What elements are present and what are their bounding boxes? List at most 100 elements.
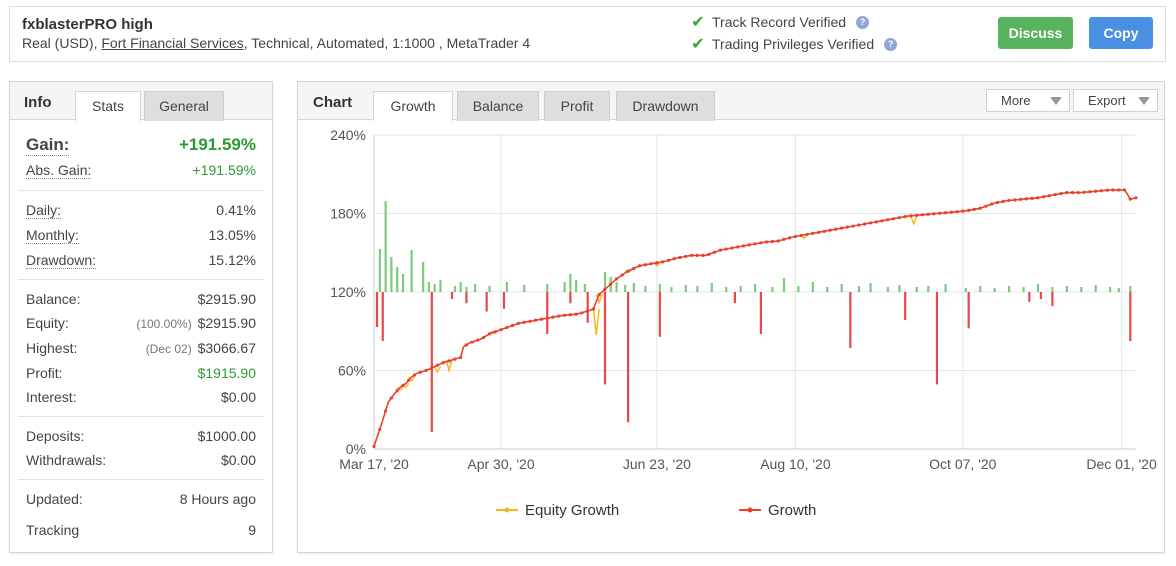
growth-point [453,357,457,361]
gain-label: Gain: [26,135,70,156]
export-dropdown[interactable]: Export [1073,89,1158,112]
chart-lines [372,188,1138,448]
growth-point [1088,190,1092,194]
equity-growth-segment [592,308,600,336]
balance-row: Balance: $2915.90 [26,289,256,311]
deposits-value: $1000.00 [197,428,256,444]
positive-bar [410,250,413,292]
growth-point [470,340,474,344]
info-title: Info [24,94,52,111]
updated-value: 8 Hours ago [179,491,256,507]
tab-profit[interactable]: Profit [544,91,610,121]
growth-point [591,307,595,311]
help-icon[interactable]: ? [884,37,898,51]
withdrawals-row: Withdrawals: $0.00 [26,450,256,472]
positive-bar [725,287,728,292]
growth-point [759,241,763,245]
growth-point [891,217,896,221]
check-icon: ✔ [691,14,705,31]
growth-point [1030,196,1034,200]
growth-point [1122,188,1127,192]
interest-label: Interest: [26,389,77,405]
growth-point [1134,196,1138,200]
chart-panel: Chart Growth Balance Profit Drawdown Mor… [297,81,1165,553]
y-tick-label: 120% [330,284,366,300]
growth-point [851,224,855,228]
x-axis-ticks: Mar 17, '20 Apr 30, '20 Jun 23, '20 Aug 10,… [339,456,1157,472]
growth-point [1042,195,1046,199]
daily-label: Daily: [26,202,62,219]
growth-point [1111,188,1115,192]
positive-bar [396,267,399,292]
growth-point [574,312,578,316]
y-tick-label: 180% [330,206,366,222]
discuss-button[interactable]: Discuss [998,17,1073,49]
growth-point [822,229,826,233]
growth-point [389,396,393,400]
negative-bar [586,292,589,323]
positive-bar [754,284,757,292]
growth-chart[interactable]: 240% 180% 120% 60% 0% Mar 17, '20 Apr 30, '20… [298,121,1164,553]
growth-point [718,248,722,252]
growth-point [637,264,642,268]
tab-general[interactable]: General [144,91,224,121]
growth-point [1018,197,1023,201]
tab-drawdown[interactable]: Drawdown [616,91,715,121]
negative-bar [759,292,762,334]
growth-point [557,314,561,318]
tab-stats[interactable]: Stats [75,91,141,121]
system-description: Real (USD), Fort Financial Services, Tec… [22,35,530,51]
broker-link[interactable]: Fort Financial Services [101,35,244,51]
positive-bar [632,283,635,292]
positive-bar [1117,288,1120,292]
help-icon[interactable]: ? [856,15,870,29]
equity-growth-segment [433,366,442,374]
growth-point [782,237,786,242]
growth-point [614,277,619,281]
positive-bar [644,286,647,292]
positive-bar [771,287,774,292]
growth-point [689,253,694,257]
positive-bar [927,286,930,292]
growth-point [753,242,757,246]
growth-point [816,230,821,234]
x-tick-label: Apr 30, '20 [467,456,534,472]
positive-bar [1008,286,1011,292]
balance-value: $2915.90 [197,291,256,307]
positive-bar [1065,286,1068,292]
trading-privileges-verified: ✔ Trading Privileges Verified ? [690,34,898,54]
negative-bar [485,292,488,312]
copy-button[interactable]: Copy [1089,17,1153,49]
growth-point [626,269,630,273]
positive-bar [1022,287,1025,292]
desc-suffix: , Technical, Automated, 1:1000 , MetaTra… [243,35,531,51]
growth-point [482,335,486,339]
growth-point [562,313,567,317]
y-tick-label: 0% [346,441,366,457]
growth-point [741,244,746,248]
updated-row: Updated: 8 Hours ago [26,489,256,511]
growth-point [961,209,965,213]
positive-bar [505,282,508,292]
tab-growth[interactable]: Growth [373,91,453,121]
growth-point [978,206,982,210]
positive-bar [433,284,436,292]
chart-title: Chart [313,94,353,111]
legend-swatch-marker [504,507,510,513]
positive-bar [453,286,457,292]
positive-bar [826,287,829,292]
info-tabbar: Info Stats General [10,82,272,121]
positive-bar [575,280,578,292]
positive-bar [624,285,627,292]
positive-bar [1094,285,1097,292]
export-label: Export [1088,93,1126,108]
positive-bar [670,287,673,292]
growth-point [372,444,376,448]
equity-percent: (100.00%) [136,317,192,331]
growth-point [897,216,901,220]
growth-point [464,343,468,347]
tab-balance[interactable]: Balance [457,91,539,121]
more-dropdown[interactable]: More [986,89,1070,112]
profit-value: $1915.90 [197,365,256,381]
x-tick-label: Jun 23, '20 [623,456,691,472]
